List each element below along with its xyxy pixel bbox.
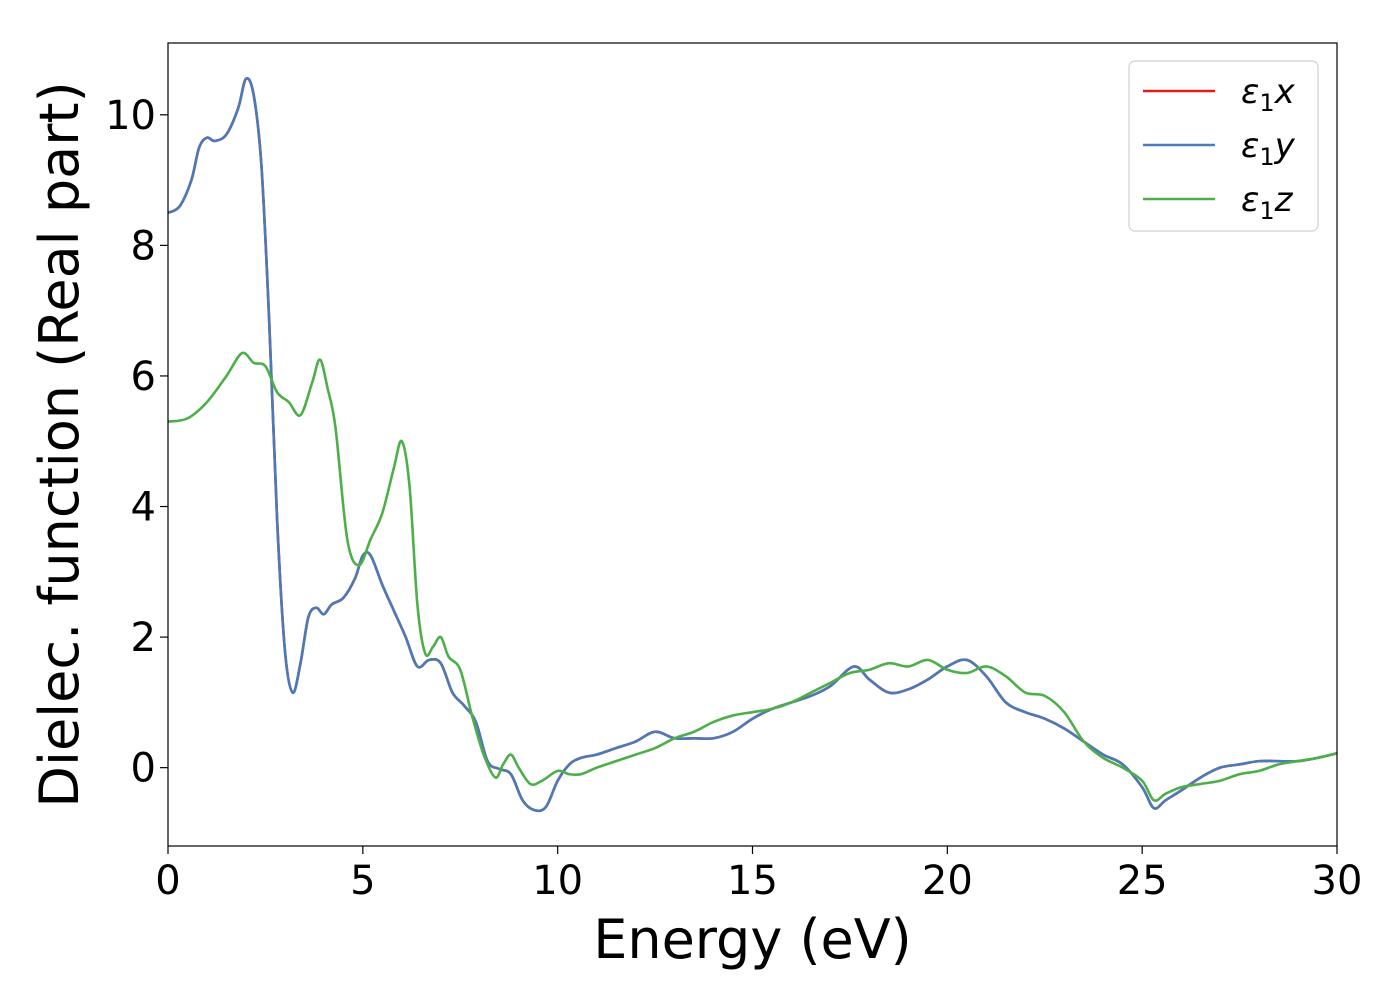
y-tick-label: 2 xyxy=(131,615,156,661)
legend-component: x xyxy=(1274,72,1296,112)
legend-label-y: ε1y xyxy=(1241,126,1296,171)
legend-symbol: ε xyxy=(1241,72,1259,112)
series-line-z xyxy=(168,351,1337,803)
x-tick-label: 10 xyxy=(532,858,583,904)
x-axis-ticks: 0 5 10 15 20 25 30 xyxy=(155,846,1362,904)
legend-symbol: ε xyxy=(1241,126,1259,166)
series-layer xyxy=(168,77,1337,813)
legend-subscript: 1 xyxy=(1259,197,1274,225)
y-tick-label: 0 xyxy=(131,746,156,792)
legend-subscript: 1 xyxy=(1259,143,1274,171)
x-tick-label: 20 xyxy=(922,858,973,904)
legend-component: z xyxy=(1274,180,1294,220)
legend-symbol: ε xyxy=(1241,180,1259,220)
x-tick-label: 25 xyxy=(1117,858,1168,904)
legend-component: y xyxy=(1274,126,1296,166)
legend-subscript: 1 xyxy=(1259,89,1274,117)
y-tick-label: 6 xyxy=(131,354,156,400)
y-axis-label: Dielec. function (Real part) xyxy=(28,81,91,807)
y-tick-label: 10 xyxy=(105,93,156,139)
x-tick-label: 15 xyxy=(727,858,778,904)
x-tick-label: 5 xyxy=(350,858,375,904)
legend-label-x: ε1x xyxy=(1241,72,1296,117)
legend-box xyxy=(1128,60,1319,232)
x-tick-label: 30 xyxy=(1312,858,1363,904)
y-tick-label: 4 xyxy=(131,485,156,531)
legend-label-z: ε1z xyxy=(1241,180,1294,225)
x-axis-label: Energy (eV) xyxy=(593,908,912,971)
x-tick-label: 0 xyxy=(155,858,180,904)
y-axis-ticks: 0 2 4 6 8 10 xyxy=(105,93,168,792)
y-tick-label: 8 xyxy=(131,223,156,269)
